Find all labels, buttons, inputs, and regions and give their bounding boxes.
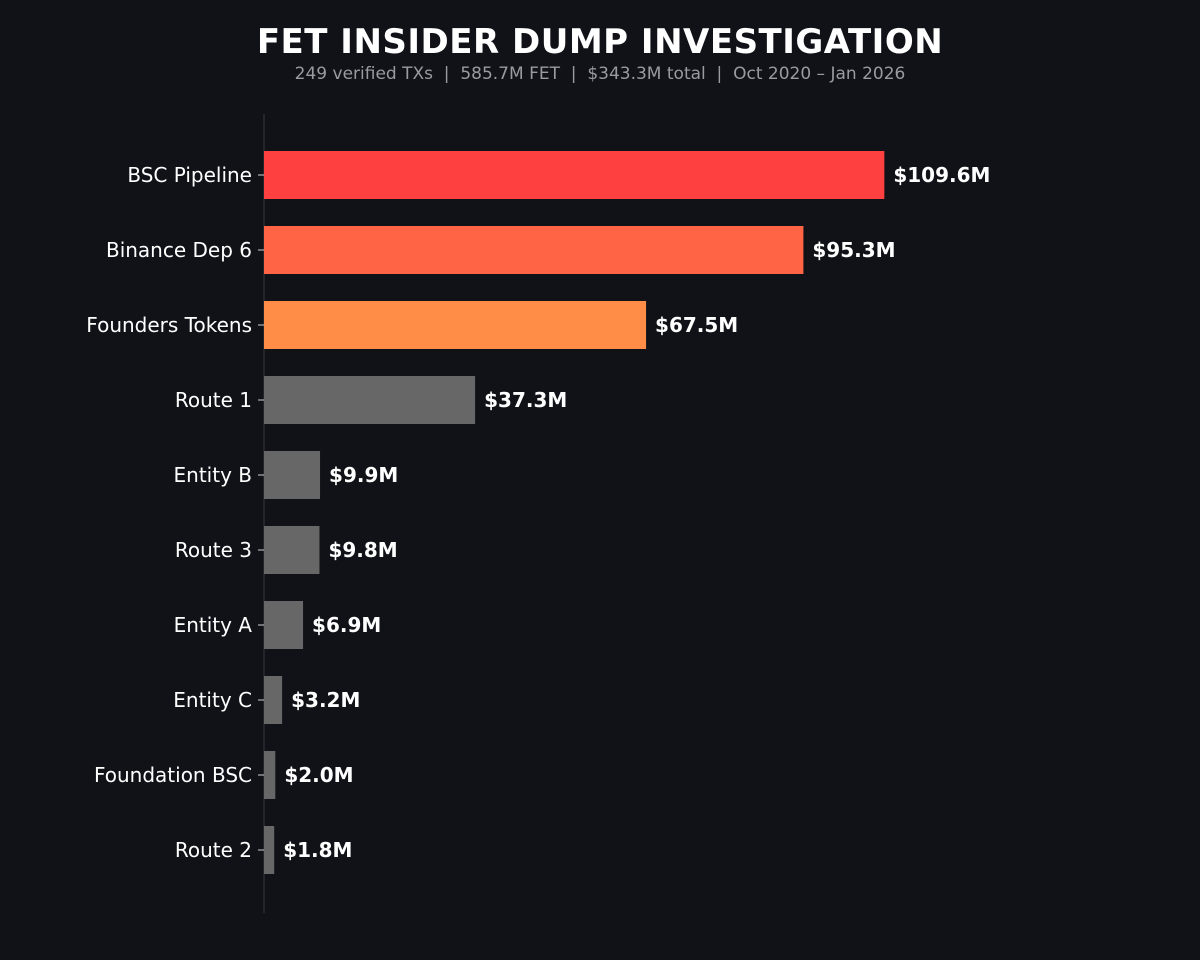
value-label-foundation-bsc: $2.0M bbox=[284, 763, 353, 787]
value-label-route-1: $37.3M bbox=[484, 388, 567, 412]
bar-binance-dep-6 bbox=[264, 226, 804, 274]
y-tick-label-route-2: Route 2 bbox=[175, 838, 252, 862]
value-label-entity-c: $3.2M bbox=[291, 688, 360, 712]
y-tick-label-route-3: Route 3 bbox=[175, 538, 252, 562]
value-label-bsc-pipeline: $109.6M bbox=[893, 163, 990, 187]
y-tick-label-entity-b: Entity B bbox=[174, 463, 252, 487]
value-label-route-2: $1.8M bbox=[283, 838, 352, 862]
y-tick-label-founders-tokens: Founders Tokens bbox=[86, 313, 252, 337]
bar-route-1 bbox=[264, 376, 476, 424]
value-label-entity-b: $9.9M bbox=[329, 463, 398, 487]
value-label-founders-tokens: $67.5M bbox=[655, 313, 738, 337]
y-tick-label-foundation-bsc: Foundation BSC bbox=[94, 763, 252, 787]
value-label-entity-a: $6.9M bbox=[312, 613, 381, 637]
y-tick-label-entity-c: Entity C bbox=[173, 688, 252, 712]
y-tick-label-entity-a: Entity A bbox=[174, 613, 253, 637]
chart-subtitle: 249 verified TXs | 585.7M FET | $343.3M … bbox=[294, 64, 906, 84]
bar-bsc-pipeline bbox=[264, 151, 885, 199]
bar-foundation-bsc bbox=[264, 751, 276, 799]
y-tick-label-binance-dep-6: Binance Dep 6 bbox=[106, 238, 252, 262]
bars-layer: BSC Pipeline $109.6M Binance Dep 6 $95.3M Fo… bbox=[86, 151, 990, 874]
value-label-route-3: $9.8M bbox=[328, 538, 397, 562]
bar-entity-a bbox=[264, 601, 304, 649]
bar-entity-b bbox=[264, 451, 321, 499]
bar-route-2 bbox=[264, 826, 275, 874]
y-tick-label-route-1: Route 1 bbox=[175, 388, 252, 412]
bar-entity-c bbox=[264, 676, 283, 724]
y-tick-label-bsc-pipeline: BSC Pipeline bbox=[127, 163, 252, 187]
chart-title: FET INSIDER DUMP INVESTIGATION bbox=[256, 22, 944, 62]
bar-founders-tokens bbox=[264, 301, 647, 349]
bar-route-3 bbox=[264, 526, 320, 574]
value-label-binance-dep-6: $95.3M bbox=[812, 238, 895, 262]
